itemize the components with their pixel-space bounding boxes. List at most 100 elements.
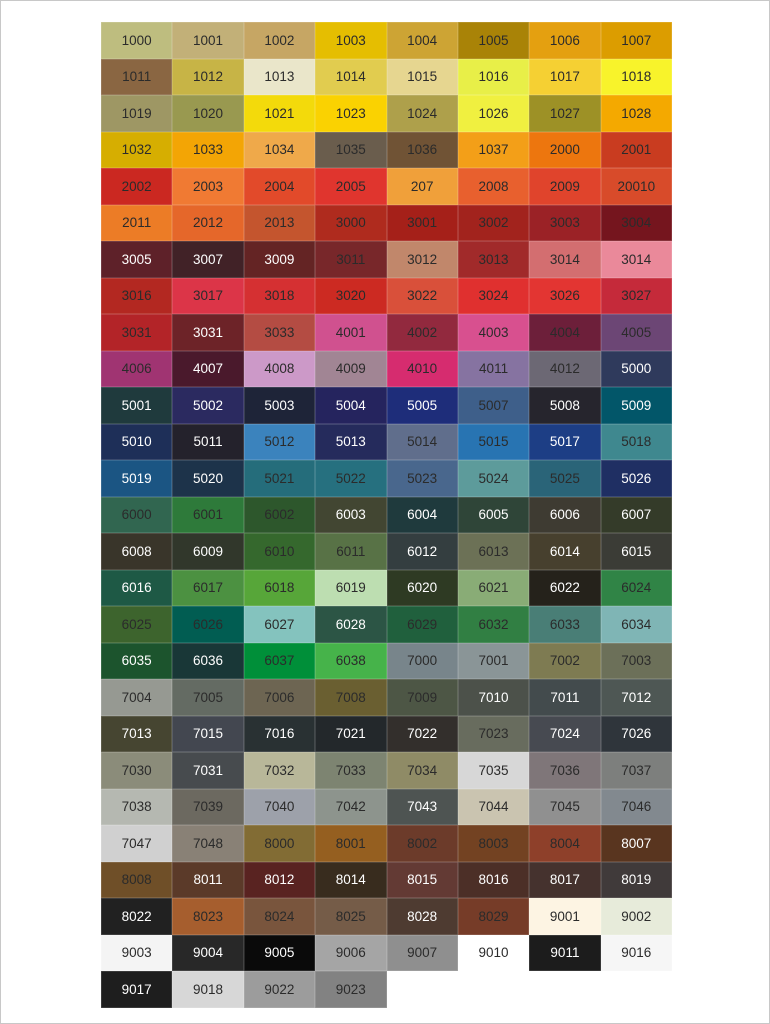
color-swatch: 6018 (243, 569, 316, 606)
color-swatch: 6026 (172, 606, 244, 643)
color-swatch: 3031 (101, 314, 173, 351)
color-swatch: 7031 (172, 752, 244, 789)
color-swatch: 8000 (243, 825, 316, 862)
color-swatch: 8008 (101, 861, 173, 898)
color-swatch: 5000 (600, 350, 672, 387)
color-swatch: 4010 (386, 350, 458, 387)
color-swatch: 2011 (101, 204, 173, 241)
color-swatch: 3001 (386, 204, 458, 241)
color-swatch: 8014 (315, 861, 387, 898)
color-swatch: 6022 (529, 569, 601, 606)
color-swatch: 7042 (315, 788, 387, 825)
color-swatch: 5015 (457, 423, 530, 460)
color-swatch: 5005 (386, 387, 458, 424)
color-swatch: 7004 (101, 679, 173, 716)
color-swatch: 8016 (457, 861, 530, 898)
color-swatch: 7040 (243, 788, 316, 825)
color-swatch: 4002 (386, 314, 458, 351)
color-swatch: 3014 (600, 241, 672, 278)
color-swatch: 4009 (315, 350, 387, 387)
color-swatch: 1034 (243, 131, 316, 168)
color-swatch: 8028 (386, 898, 458, 935)
color-swatch: 6029 (386, 606, 458, 643)
color-swatch: 8019 (600, 861, 672, 898)
color-swatch: 4001 (315, 314, 387, 351)
ral-swatch-grid: 1000 1001 1002 1003 1004 1005 1006 1007 1011 1012… (101, 22, 672, 1008)
color-swatch: 7003 (600, 642, 672, 679)
color-swatch: 3004 (600, 204, 672, 241)
color-swatch: 7048 (172, 825, 244, 862)
color-swatch: 5003 (243, 387, 316, 424)
color-swatch: 6009 (172, 533, 244, 570)
color-swatch: 1023 (315, 95, 387, 132)
color-swatch: 9022 (243, 971, 316, 1008)
color-swatch: 6002 (243, 496, 316, 533)
color-swatch: 9005 (243, 934, 316, 971)
color-swatch: 5001 (101, 387, 173, 424)
color-swatch: 6016 (101, 569, 173, 606)
color-swatch: 1026 (457, 95, 530, 132)
color-swatch: 3020 (315, 277, 387, 314)
color-swatch: 2004 (243, 168, 316, 205)
color-swatch: 7039 (172, 788, 244, 825)
color-swatch: 7036 (529, 752, 601, 789)
color-swatch: 7010 (457, 679, 530, 716)
color-swatch: 3000 (315, 204, 387, 241)
color-swatch: 3007 (172, 241, 244, 278)
color-swatch: 7006 (243, 679, 316, 716)
color-swatch: 4012 (529, 350, 601, 387)
color-swatch: 5023 (386, 460, 458, 497)
color-swatch: 6005 (457, 496, 530, 533)
color-swatch: 6004 (386, 496, 458, 533)
color-swatch: 5013 (315, 423, 387, 460)
color-swatch: 1032 (101, 131, 173, 168)
color-swatch: 1006 (529, 22, 601, 59)
color-swatch: 4011 (457, 350, 530, 387)
color-swatch: 5019 (101, 460, 173, 497)
color-swatch: 3011 (315, 241, 387, 278)
color-swatch: 5011 (172, 423, 244, 460)
color-swatch: 6017 (172, 569, 244, 606)
color-swatch: 2003 (172, 168, 244, 205)
color-swatch: 8004 (529, 825, 601, 862)
color-swatch: 7024 (529, 715, 601, 752)
color-swatch: 8003 (457, 825, 530, 862)
color-swatch: 6006 (529, 496, 601, 533)
color-swatch: 3003 (529, 204, 601, 241)
color-swatch: 1001 (172, 22, 244, 59)
color-swatch: 8002 (386, 825, 458, 862)
color-swatch: 6015 (600, 533, 672, 570)
color-swatch: 20010 (600, 168, 672, 205)
color-swatch: 5017 (529, 423, 601, 460)
color-swatch: 1027 (529, 95, 601, 132)
color-swatch: 6038 (315, 642, 387, 679)
color-swatch: 6011 (315, 533, 387, 570)
color-swatch: 7026 (600, 715, 672, 752)
color-swatch: 3017 (172, 277, 244, 314)
color-swatch: 1037 (457, 131, 530, 168)
color-swatch: 7015 (172, 715, 244, 752)
color-swatch: 6003 (315, 496, 387, 533)
color-swatch: 9023 (315, 971, 387, 1008)
color-swatch: 7000 (386, 642, 458, 679)
color-swatch: 7034 (386, 752, 458, 789)
color-swatch: 7021 (315, 715, 387, 752)
color-swatch: 1021 (243, 95, 316, 132)
color-swatch: 5012 (243, 423, 316, 460)
color-swatch: 9006 (315, 934, 387, 971)
color-swatch: 1005 (457, 22, 530, 59)
color-swatch: 1036 (386, 131, 458, 168)
color-swatch: 5007 (457, 387, 530, 424)
color-swatch: 7002 (529, 642, 601, 679)
color-swatch: 7047 (101, 825, 173, 862)
color-swatch: 9010 (457, 934, 530, 971)
color-swatch: 7023 (457, 715, 530, 752)
color-swatch: 6036 (172, 642, 244, 679)
color-swatch: 7016 (243, 715, 316, 752)
color-swatch: 8015 (386, 861, 458, 898)
color-swatch: 3022 (386, 277, 458, 314)
color-swatch: 1033 (172, 131, 244, 168)
color-swatch: 5010 (101, 423, 173, 460)
color-swatch: 6021 (457, 569, 530, 606)
color-swatch: 1000 (101, 22, 173, 59)
